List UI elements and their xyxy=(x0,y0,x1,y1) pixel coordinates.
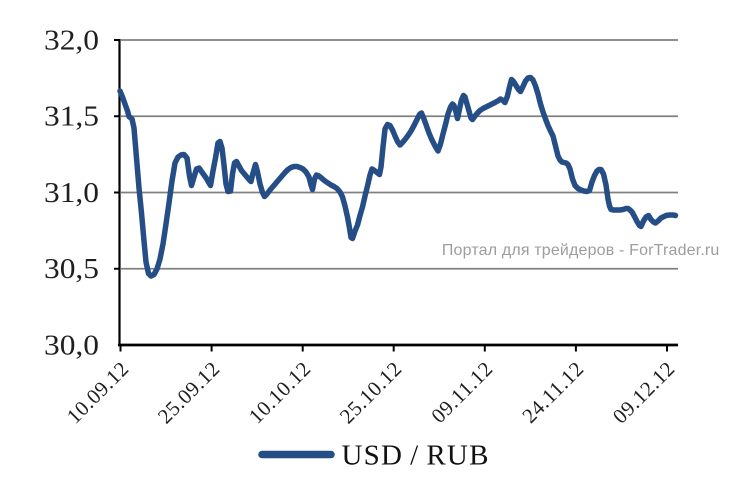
svg-text:30,5: 30,5 xyxy=(44,254,99,285)
svg-text:Портал для трейдеров - ForTrad: Портал для трейдеров - ForTrader.ru xyxy=(442,242,720,259)
svg-text:USD / RUB: USD / RUB xyxy=(342,440,490,472)
svg-text:30,0: 30,0 xyxy=(44,330,99,361)
svg-text:31,5: 31,5 xyxy=(44,102,99,133)
svg-text:31,0: 31,0 xyxy=(44,178,99,209)
svg-text:32,0: 32,0 xyxy=(44,25,99,56)
